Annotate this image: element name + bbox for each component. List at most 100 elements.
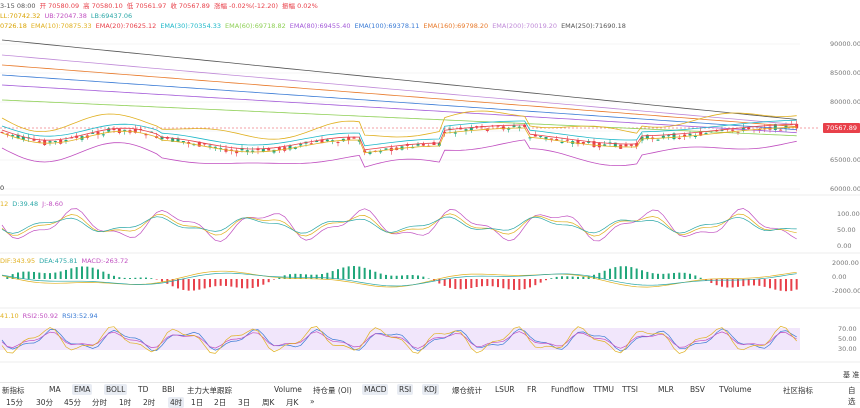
indicator-tab-bbi[interactable]: BBI <box>162 385 175 394</box>
timeframe-5[interactable]: 2时 <box>143 398 156 407</box>
macd-bar <box>454 279 457 289</box>
timeframe-bar: 15分 30分 45分 分时 1时 2时 4时 1日 2日 3日 周K 月K » <box>0 397 860 408</box>
boll-value-1: UB:72047.38 <box>44 12 87 20</box>
macd-bar <box>742 279 745 287</box>
candle-body <box>661 135 665 139</box>
ema-value-2: EMA(20):70625.12 <box>95 22 157 30</box>
indicator-tab-ttmu[interactable]: TTMU <box>593 385 614 394</box>
macd-bar <box>523 279 526 290</box>
macd-bar <box>497 279 499 288</box>
indicator-tab-mlr[interactable]: MLR <box>658 385 674 394</box>
timeframe-10[interactable]: 周K <box>262 398 275 407</box>
rsi-value-2: RSI3:52.94 <box>62 312 98 320</box>
indicator-tab-boll[interactable]: BOLL <box>104 384 128 395</box>
indicator-tab-ma[interactable]: MA <box>49 385 61 394</box>
candle-body <box>96 131 100 135</box>
indicator-tab-新指标[interactable]: 新指标 <box>2 386 25 395</box>
macd-bar <box>678 272 681 279</box>
timeframe-7[interactable]: 1日 <box>191 398 204 407</box>
indicator-tab-社区指标[interactable]: 社区指标 <box>783 386 813 395</box>
indicator-tab-ttsi[interactable]: TTSI <box>622 385 639 394</box>
price-axis-label: 65000.00 <box>830 156 860 164</box>
candle-body <box>320 139 324 144</box>
timeframe-2[interactable]: 45分 <box>64 398 82 407</box>
macd-bar <box>38 272 41 279</box>
ohlc-value-4: 收 70567.89 <box>170 2 210 10</box>
macd-bar <box>614 267 617 279</box>
candle-body <box>784 125 788 129</box>
candle-body <box>112 128 116 130</box>
macd-bar <box>150 278 153 279</box>
macd-bar <box>417 275 419 279</box>
indicator-tab-爆仓统计[interactable]: 爆仓统计 <box>452 386 482 395</box>
macd-bar <box>513 279 515 290</box>
candle-body <box>309 143 313 145</box>
macd-bar <box>182 279 185 290</box>
timeframe-3[interactable]: 分时 <box>92 398 107 407</box>
macd-bar <box>262 279 265 285</box>
indicator-tab-macd[interactable]: MACD <box>362 384 389 395</box>
candle-body <box>59 139 63 144</box>
candle-body <box>560 141 564 143</box>
macd-bar <box>65 269 67 279</box>
ema-value-0: 0726.18 <box>0 22 27 30</box>
macd-bar <box>177 279 179 289</box>
macd-bar <box>385 274 387 279</box>
macd-bar <box>774 279 777 290</box>
boll-upper-line <box>1 110 797 140</box>
candle-body <box>144 133 148 136</box>
timeframe-9[interactable]: 3日 <box>238 398 251 407</box>
timeframe-4[interactable]: 1时 <box>119 398 132 407</box>
candle-body <box>448 128 452 130</box>
indicator-tab-主力大单跟踪[interactable]: 主力大单跟踪 <box>187 386 232 395</box>
rsi-value-0: 41.10 <box>0 312 19 320</box>
macd-bar <box>609 268 611 279</box>
candle-body <box>469 127 473 131</box>
indicator-tab-fr[interactable]: FR <box>527 385 537 394</box>
candle-body <box>544 136 548 140</box>
indicator-tab-td[interactable]: TD <box>138 385 149 394</box>
timeframe-8[interactable]: 2日 <box>214 398 227 407</box>
candle-body <box>64 140 68 142</box>
kdj-k-line <box>1 213 797 237</box>
candle-body <box>603 144 607 146</box>
timeframe-12[interactable]: » <box>310 397 315 406</box>
candle-body <box>0 131 4 133</box>
toolbar-right-label: 基 准 <box>843 371 860 379</box>
indicator-tab-volume[interactable]: Volume <box>274 385 302 394</box>
candlestick-chart-area[interactable]: 90000.0085000.0080000.0075000.0065000.00… <box>0 0 860 364</box>
indicator-tab-fundflow[interactable]: Fundflow <box>551 385 585 394</box>
indicator-tab-lsur[interactable]: LSUR <box>495 385 515 394</box>
macd-bar <box>123 277 126 279</box>
ohlc-value-3: 低 70561.97 <box>126 2 167 10</box>
ema-10-line <box>1 126 797 154</box>
macd-bar <box>763 279 766 287</box>
macd-bar <box>310 274 313 279</box>
ema-80-line <box>1 84 797 134</box>
indicator-tab-kdj[interactable]: KDJ <box>422 384 439 395</box>
ohlc-value-5: 涨幅 -0.02%(-12.20) <box>213 2 279 10</box>
candle-body <box>37 141 41 143</box>
ohlc-value-2: 高 70580.10 <box>83 2 123 10</box>
macd-bar <box>11 274 14 279</box>
timeframe-0[interactable]: 15分 <box>6 398 24 407</box>
ema-160-line <box>1 64 797 127</box>
indicator-tab-ema[interactable]: EMA <box>72 384 93 395</box>
indicator-tab-bsv[interactable]: BSV <box>690 385 705 394</box>
candle-body <box>384 148 388 150</box>
price-axis-label: 90000.00 <box>830 40 860 48</box>
indicator-tab-自选[interactable]: 自选 <box>848 386 856 406</box>
macd-bar <box>326 272 329 279</box>
macd-bar <box>315 274 318 279</box>
indicator-tab-持仓量-oi-[interactable]: 持仓量 (OI) <box>313 386 352 395</box>
indicator-tab-tvolume[interactable]: TVolume <box>719 385 752 394</box>
timeframe-1[interactable]: 30分 <box>36 398 54 407</box>
macd-bar <box>369 269 371 279</box>
timeframe-11[interactable]: 月K <box>286 398 299 407</box>
candle-body <box>315 140 319 143</box>
timeframe-6[interactable]: 4时 <box>168 397 185 408</box>
macd-bar <box>6 276 9 279</box>
indicator-tab-rsi[interactable]: RSI <box>397 384 414 395</box>
candle-body <box>773 124 777 130</box>
macd-values-row: DIF:343.95 DEA:475.81 MACD:-263.72 <box>0 256 132 266</box>
